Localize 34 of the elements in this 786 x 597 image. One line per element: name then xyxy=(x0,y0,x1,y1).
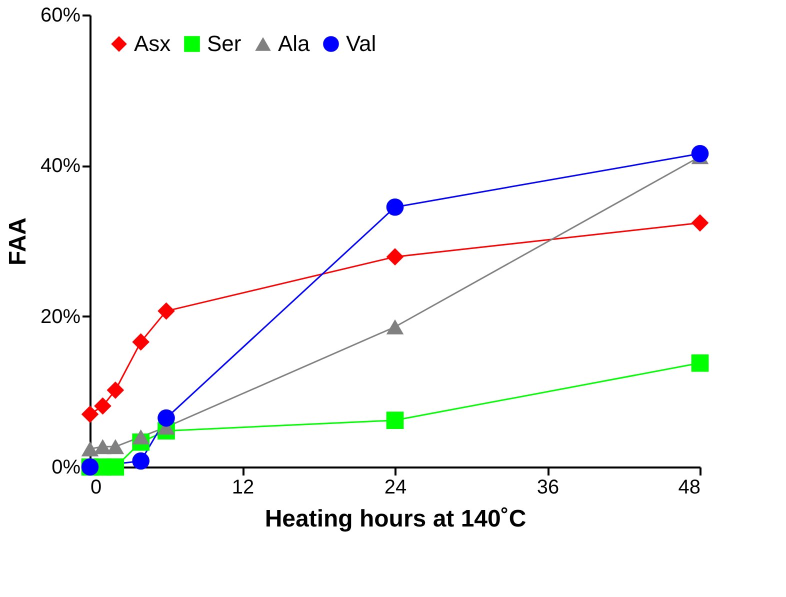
point xyxy=(386,412,404,429)
point xyxy=(81,441,99,456)
point xyxy=(106,439,124,454)
point xyxy=(691,144,709,162)
x-tick-label: 12 xyxy=(232,476,254,498)
legend-label: Ala xyxy=(278,31,311,56)
x-tick-label: 24 xyxy=(384,476,407,498)
point xyxy=(94,439,112,454)
point xyxy=(386,319,404,334)
x-axis-title: Heating hours at 140˚C xyxy=(264,506,526,532)
point xyxy=(158,409,175,427)
point xyxy=(386,198,404,216)
point xyxy=(132,333,150,351)
point xyxy=(106,458,124,476)
point xyxy=(691,354,709,372)
point xyxy=(386,248,404,266)
point xyxy=(106,382,124,399)
point xyxy=(94,397,112,415)
point xyxy=(158,302,175,320)
legend-label: Val xyxy=(346,31,376,56)
point xyxy=(81,406,99,423)
point xyxy=(691,214,709,232)
point xyxy=(132,452,150,470)
x-tick-label: 48 xyxy=(678,476,700,498)
legend-label: Asx xyxy=(134,31,171,56)
x-tick-label: 0 xyxy=(90,476,102,498)
point xyxy=(132,429,150,444)
y-axis-title: FAA xyxy=(4,218,32,266)
y-tick-label: 40% xyxy=(40,155,81,178)
y-tick-label: 60% xyxy=(40,4,81,26)
y-tick-label: 20% xyxy=(40,306,81,328)
legend-label: Ser xyxy=(207,31,242,56)
x-tick-label: 36 xyxy=(536,476,560,498)
y-tick-label: 0% xyxy=(52,456,81,478)
